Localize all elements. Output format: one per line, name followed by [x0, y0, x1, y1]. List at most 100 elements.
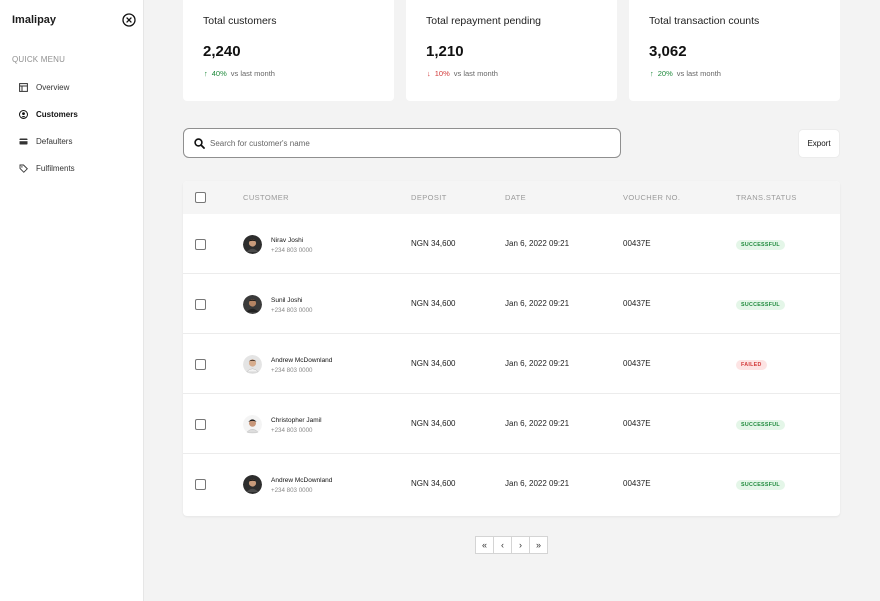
- stat-caption: vs last month: [230, 69, 275, 78]
- arrow-up-icon: ↑: [204, 69, 208, 78]
- deposit-cell: NGN 34,600: [411, 239, 456, 248]
- customer-phone: +234 803 0000: [271, 247, 313, 254]
- card-icon: [18, 137, 28, 147]
- select-all-checkbox[interactable]: [195, 192, 206, 203]
- sidebar-item-fulfilments[interactable]: Fulfilments: [0, 155, 144, 182]
- tag-icon: [18, 164, 28, 174]
- table-row[interactable]: Andrew McDownland +234 803 0000 NGN 34,6…: [183, 334, 840, 394]
- customer-name: Andrew McDownland: [271, 477, 333, 484]
- status-badge: SUCCESSFUL: [736, 420, 785, 430]
- sidebar-item-defaulters[interactable]: Defaulters: [0, 128, 144, 155]
- column-header-deposit: DEPOSIT: [411, 193, 447, 202]
- voucher-cell: 00437E: [623, 239, 651, 248]
- sidebar-nav: Overview Customers Defaulters Fulfilment…: [0, 74, 144, 182]
- row-checkbox[interactable]: [195, 359, 206, 370]
- status-badge: FAILED: [736, 360, 767, 370]
- user-circle-icon: [18, 110, 28, 120]
- stat-change: 20%: [657, 69, 673, 78]
- stat-value: 2,240: [203, 43, 241, 60]
- quick-menu-label: QUICK MENU: [12, 55, 66, 64]
- row-checkbox[interactable]: [195, 299, 206, 310]
- stat-change: 10%: [434, 69, 450, 78]
- table-row[interactable]: Christopher Jamil +234 803 0000 NGN 34,6…: [183, 394, 840, 454]
- search-input[interactable]: [210, 138, 590, 148]
- stat-change: 40%: [211, 69, 227, 78]
- search-icon: [194, 137, 205, 149]
- table-row[interactable]: Nirav Joshi +234 803 0000 NGN 34,600 Jan…: [183, 214, 840, 274]
- arrow-up-icon: ↑: [650, 69, 654, 78]
- row-checkbox[interactable]: [195, 239, 206, 250]
- avatar: [243, 415, 262, 434]
- status-badge: SUCCESSFUL: [736, 240, 785, 250]
- customer-phone: +234 803 0000: [271, 427, 313, 434]
- sidebar-item-overview[interactable]: Overview: [0, 74, 144, 101]
- column-header-customer: CUSTOMER: [243, 193, 289, 202]
- stat-value: 3,062: [649, 43, 687, 60]
- stat-card-transaction-counts: Total transaction counts 3,062 ↑ 20% vs l…: [629, 0, 840, 101]
- search-bar: [183, 128, 621, 158]
- sidebar-item-label: Fulfilments: [36, 164, 75, 173]
- voucher-cell: 00437E: [623, 299, 651, 308]
- date-cell: Jan 6, 2022 09:21: [505, 479, 570, 488]
- date-cell: Jan 6, 2022 09:21: [505, 299, 570, 308]
- stat-trend: ↑ 40% vs last month: [204, 69, 275, 78]
- sidebar-item-label: Overview: [36, 83, 70, 92]
- stat-trend: ↓ 10% vs last month: [427, 69, 498, 78]
- stat-caption: vs last month: [453, 69, 498, 78]
- sidebar-item-label: Customers: [36, 110, 78, 119]
- voucher-cell: 00437E: [623, 359, 651, 368]
- stat-value: 1,210: [426, 43, 464, 60]
- avatar: [243, 295, 262, 314]
- last-page-button[interactable]: »: [529, 536, 548, 554]
- column-header-status: TRANS.STATUS: [736, 193, 797, 202]
- column-header-date: DATE: [505, 193, 527, 202]
- table-row[interactable]: Andrew McDownland +234 803 0000 NGN 34,6…: [183, 454, 840, 514]
- pagination: « ‹ › »: [475, 536, 548, 554]
- row-checkbox[interactable]: [195, 479, 206, 490]
- table-header: CUSTOMER DEPOSIT DATE VOUCHER NO. TRANS.…: [183, 181, 840, 214]
- next-page-button[interactable]: ›: [511, 536, 530, 554]
- status-badge: SUCCESSFUL: [736, 300, 785, 310]
- stat-card-total-customers: Total customers 2,240 ↑ 40% vs last month: [183, 0, 394, 101]
- date-cell: Jan 6, 2022 09:21: [505, 239, 570, 248]
- customer-phone: +234 803 0000: [271, 367, 313, 374]
- deposit-cell: NGN 34,600: [411, 419, 456, 428]
- customer-name: Andrew McDownland: [271, 357, 333, 364]
- table-row[interactable]: Sunil Joshi +234 803 0000 NGN 34,600 Jan…: [183, 274, 840, 334]
- prev-page-button[interactable]: ‹: [493, 536, 512, 554]
- close-circle-icon: [122, 13, 136, 27]
- date-cell: Jan 6, 2022 09:21: [505, 359, 570, 368]
- stat-card-repayment-pending: Total repayment pending 1,210 ↓ 10% vs la…: [406, 0, 617, 101]
- customer-name: Sunil Joshi: [271, 297, 303, 304]
- stat-title: Total repayment pending: [426, 15, 541, 27]
- first-page-button[interactable]: «: [475, 536, 494, 554]
- stat-caption: vs last month: [676, 69, 721, 78]
- avatar: [243, 475, 262, 494]
- sidebar-item-label: Defaulters: [36, 137, 73, 146]
- stat-title: Total customers: [203, 15, 277, 27]
- customer-name: Nirav Joshi: [271, 237, 304, 244]
- deposit-cell: NGN 34,600: [411, 359, 456, 368]
- avatar: [243, 355, 262, 374]
- export-button[interactable]: Export: [798, 129, 840, 158]
- customer-name: Christopher Jamil: [271, 417, 322, 424]
- stat-title: Total transaction counts: [649, 15, 760, 27]
- status-badge: SUCCESSFUL: [736, 480, 785, 490]
- layout-icon: [18, 83, 28, 93]
- sidebar: Imalipay QUICK MENU Overview Customers D…: [0, 0, 144, 601]
- deposit-cell: NGN 34,600: [411, 479, 456, 488]
- row-checkbox[interactable]: [195, 419, 206, 430]
- column-header-voucher: VOUCHER NO.: [623, 193, 681, 202]
- voucher-cell: 00437E: [623, 419, 651, 428]
- voucher-cell: 00437E: [623, 479, 651, 488]
- arrow-down-icon: ↓: [427, 69, 431, 78]
- deposit-cell: NGN 34,600: [411, 299, 456, 308]
- stat-trend: ↑ 20% vs last month: [650, 69, 721, 78]
- avatar: [243, 235, 262, 254]
- customer-phone: +234 803 0000: [271, 487, 313, 494]
- brand-logo: Imalipay: [12, 14, 57, 26]
- close-sidebar-button[interactable]: [122, 13, 136, 27]
- date-cell: Jan 6, 2022 09:21: [505, 419, 570, 428]
- customers-table: CUSTOMER DEPOSIT DATE VOUCHER NO. TRANS.…: [183, 181, 840, 516]
- sidebar-item-customers[interactable]: Customers: [0, 101, 144, 128]
